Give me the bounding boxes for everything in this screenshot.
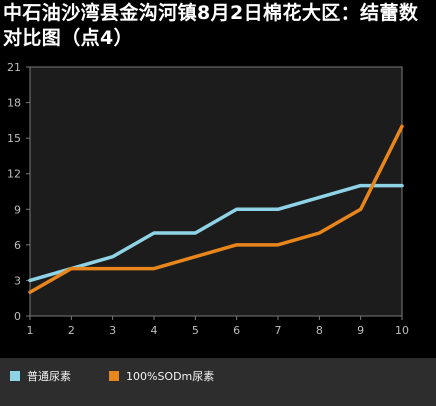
legend-swatch-series-1	[10, 371, 20, 381]
x-tick-label: 2	[68, 324, 75, 337]
chart-title: 中石油沙湾县金沟河镇8月2日棉花大区：结蕾数对比图（点4）	[3, 2, 419, 49]
x-tick-label: 5	[192, 324, 199, 337]
y-tick-label: 21	[7, 61, 21, 74]
x-tick-label: 1	[27, 324, 34, 337]
legend-item-series-2: 100%SODm尿素	[109, 366, 214, 386]
y-tick-label: 0	[14, 310, 21, 323]
series-line-1	[28, 183, 404, 283]
y-tick-label: 15	[7, 132, 21, 145]
x-tick-label: 9	[357, 324, 364, 337]
x-tick-label: 8	[316, 324, 323, 337]
y-tick-label: 18	[7, 97, 21, 110]
y-tick-label: 6	[14, 239, 21, 252]
legend-label-series-2: 100%SODm尿素	[126, 370, 215, 383]
y-tick-label: 12	[7, 168, 21, 181]
legend-swatch-series-2	[109, 371, 119, 381]
legend-item-series-1: 普通尿素	[10, 366, 71, 386]
x-tick-label: 3	[109, 324, 116, 337]
y-tick-label: 9	[14, 203, 21, 216]
legend-label-series-1: 普通尿素	[27, 370, 71, 383]
series-line-2	[28, 124, 404, 295]
x-tick-label: 6	[233, 324, 240, 337]
y-tick-label: 3	[14, 274, 21, 287]
x-tick-label: 7	[275, 324, 282, 337]
legend: 普通尿素 100%SODm尿素	[0, 358, 436, 406]
x-tick-label: 10	[395, 324, 409, 337]
x-tick-label: 4	[151, 324, 158, 337]
